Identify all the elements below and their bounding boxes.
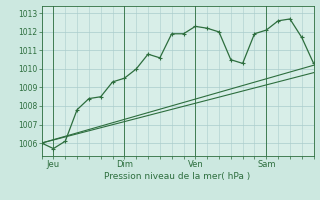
- X-axis label: Pression niveau de la mer( hPa ): Pression niveau de la mer( hPa ): [104, 172, 251, 181]
